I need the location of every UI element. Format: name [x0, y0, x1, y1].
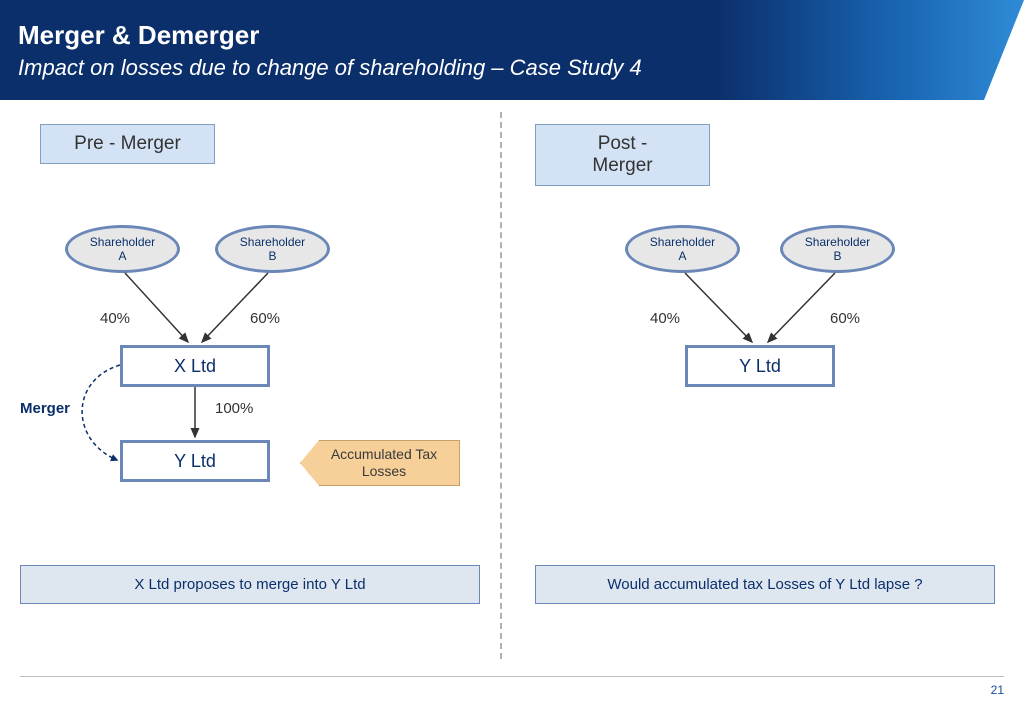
node-shareholder-a-left: ShareholderA — [65, 225, 180, 273]
badge-post-merger: Post - Merger — [535, 124, 710, 186]
page-number: 21 — [991, 683, 1004, 697]
label-pct-a-left: 40% — [100, 310, 130, 327]
node-y-ltd-right: Y Ltd — [685, 345, 835, 387]
slide-content: Pre - Merger ShareholderA ShareholderB 4… — [0, 100, 1024, 709]
label-pct-b-left: 60% — [250, 310, 280, 327]
footer-rule — [20, 676, 1004, 677]
node-shareholder-a-right: ShareholderA — [625, 225, 740, 273]
node-y-ltd-left: Y Ltd — [120, 440, 270, 482]
node-shareholder-b-left: ShareholderB — [215, 225, 330, 273]
vertical-divider — [500, 112, 502, 659]
badge-pre-merger: Pre - Merger — [40, 124, 215, 164]
slide-header: Merger & Demerger Impact on losses due t… — [0, 0, 1024, 100]
header-title: Merger & Demerger — [18, 20, 1006, 51]
caption-left: X Ltd proposes to merge into Y Ltd — [20, 565, 480, 604]
label-pct-a-right: 40% — [650, 310, 680, 327]
label-merger: Merger — [20, 400, 70, 417]
arrows-overlay — [0, 100, 1024, 709]
label-pct-mid: 100% — [215, 400, 253, 417]
header-subtitle: Impact on losses due to change of shareh… — [18, 55, 1006, 81]
caption-right: Would accumulated tax Losses of Y Ltd la… — [535, 565, 995, 604]
node-x-ltd: X Ltd — [120, 345, 270, 387]
tag-accumulated-tax: Accumulated Tax Losses — [300, 440, 460, 486]
label-pct-b-right: 60% — [830, 310, 860, 327]
node-shareholder-b-right: ShareholderB — [780, 225, 895, 273]
